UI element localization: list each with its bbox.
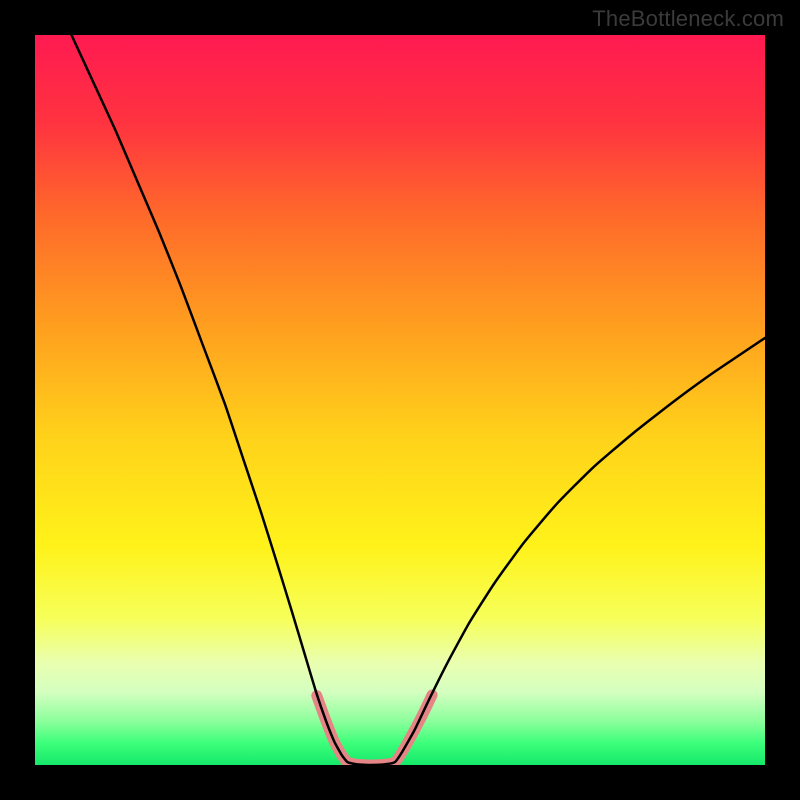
chart-container: TheBottleneck.com [0, 0, 800, 800]
bottleneck-curve [72, 35, 766, 765]
curves-layer [0, 0, 800, 800]
